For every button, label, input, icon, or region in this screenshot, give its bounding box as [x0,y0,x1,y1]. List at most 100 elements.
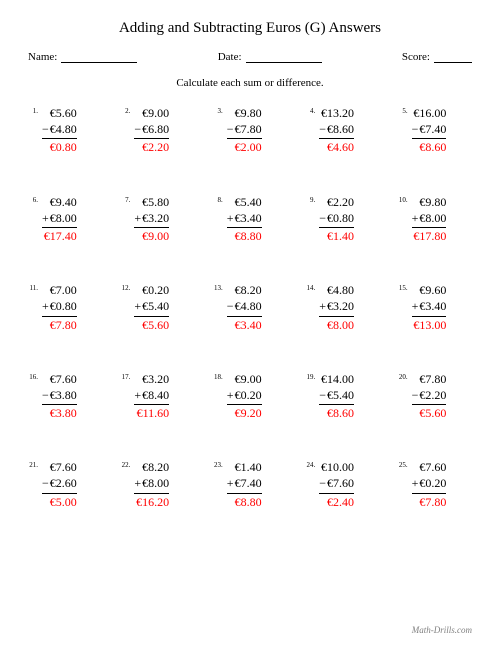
problem-stack: €9.40+€8.00€17.40 [42,194,77,245]
score-label: Score: [402,51,430,63]
operand-bottom: €8.00 [50,211,77,225]
problem: 10.€9.80+€8.00€17.80 [398,194,472,245]
operator: + [134,475,141,491]
problem-stack: €9.60+€3.40€13.00 [412,282,447,333]
answer: €16.20 [134,494,169,510]
date-blank[interactable] [246,52,322,63]
date-label: Date: [218,51,242,63]
operand-top: €9.60 [412,282,447,298]
operand-top: €9.80 [412,194,447,210]
answer: €9.20 [227,405,262,421]
problem-stack: €0.20+€5.40€5.60 [134,282,169,333]
name-blank[interactable] [61,52,137,63]
problem: 1.€5.60−€4.80€0.80 [28,105,102,156]
problem: 25.€7.60+€0.20€7.80 [398,459,472,510]
operator: + [134,387,141,403]
operand-bottom-line: −€2.60 [42,475,77,491]
answer: €17.40 [42,228,77,244]
problem-stack: €14.00−€5.40€8.60 [319,371,354,422]
operand-top: €7.60 [42,459,77,475]
problem-number: 21. [28,459,38,469]
operator: + [227,475,234,491]
answer: €11.60 [134,405,169,421]
problem-stack: €16.00−€7.40€8.60 [412,105,447,156]
problem-number: 13. [213,282,223,292]
operand-top: €7.00 [42,282,77,298]
operand-bottom-line: −€4.80 [42,121,77,137]
problem: 3.€9.80−€7.80€2.00 [213,105,287,156]
worksheet-page: Adding and Subtracting Euros (G) Answers… [0,0,500,647]
operand-top: €8.20 [227,282,262,298]
answer: €17.80 [412,228,447,244]
problem-number: 25. [398,459,408,469]
problem-number: 2. [120,105,130,115]
operand-bottom: €8.00 [142,476,169,490]
problem-number: 1. [28,105,38,115]
operand-top: €14.00 [319,371,354,387]
problem-number: 23. [213,459,223,469]
answer: €4.60 [319,139,354,155]
answer: €8.00 [319,317,354,333]
operator: − [134,121,141,137]
operand-top: €7.60 [42,371,77,387]
problem-grid: 1.€5.60−€4.80€0.802.€9.00−€6.80€2.203.€9… [28,105,472,510]
operand-bottom: €3.40 [235,211,262,225]
operand-top: €1.40 [227,459,262,475]
operand-bottom-line: −€4.80 [227,298,262,314]
problem-stack: €9.00+€0.20€9.20 [227,371,262,422]
problem-stack: €8.20−€4.80€3.40 [227,282,262,333]
problem: 18.€9.00+€0.20€9.20 [213,371,287,422]
operator: − [319,387,326,403]
operator: + [227,210,234,226]
problem-stack: €2.20−€0.80€1.40 [319,194,354,245]
operand-bottom-line: +€7.40 [227,475,262,491]
score-blank[interactable] [434,52,472,63]
answer: €1.40 [319,228,354,244]
operand-bottom: €2.60 [50,476,77,490]
problem-number: 8. [213,194,223,204]
page-title: Adding and Subtracting Euros (G) Answers [28,20,472,37]
answer: €5.00 [42,494,77,510]
operand-bottom-line: +€8.00 [134,475,169,491]
operator: + [42,298,49,314]
answer: €0.80 [42,139,77,155]
operand-bottom-line: −€7.40 [412,121,447,137]
problem-number: 3. [213,105,223,115]
operand-top: €13.20 [319,105,354,121]
operator: − [42,121,49,137]
operand-bottom: €3.20 [142,211,169,225]
operand-bottom: €3.80 [50,388,77,402]
operator: + [412,298,419,314]
operand-bottom: €4.80 [50,122,77,136]
operand-bottom-line: −€7.60 [319,475,354,491]
answer: €8.80 [227,228,262,244]
operand-bottom-line: −€6.80 [134,121,169,137]
operand-bottom: €0.20 [235,388,262,402]
operator: − [42,387,49,403]
operand-bottom-line: +€3.20 [319,298,354,314]
instruction-text: Calculate each sum or difference. [28,77,472,89]
operand-bottom: €0.80 [50,299,77,313]
operator: + [319,298,326,314]
problem-number: 10. [398,194,408,204]
operand-bottom: €5.40 [327,388,354,402]
operand-bottom-line: −€5.40 [319,387,354,403]
answer: €2.20 [134,139,169,155]
problem-number: 19. [305,371,315,381]
operand-bottom-line: +€0.20 [227,387,262,403]
operand-top: €9.40 [42,194,77,210]
answer: €8.60 [412,139,447,155]
problem: 4.€13.20−€8.60€4.60 [305,105,379,156]
problem-number: 12. [120,282,130,292]
operator: + [134,210,141,226]
operand-bottom-line: −€2.20 [412,387,447,403]
problem-stack: €5.80+€3.20€9.00 [134,194,169,245]
answer: €9.00 [134,228,169,244]
answer: €5.60 [134,317,169,333]
date-field: Date: [218,51,322,63]
name-label: Name: [28,51,57,63]
problem-stack: €8.20+€8.00€16.20 [134,459,169,510]
operand-bottom-line: −€8.60 [319,121,354,137]
problem-number: 14. [305,282,315,292]
problem-number: 15. [398,282,408,292]
